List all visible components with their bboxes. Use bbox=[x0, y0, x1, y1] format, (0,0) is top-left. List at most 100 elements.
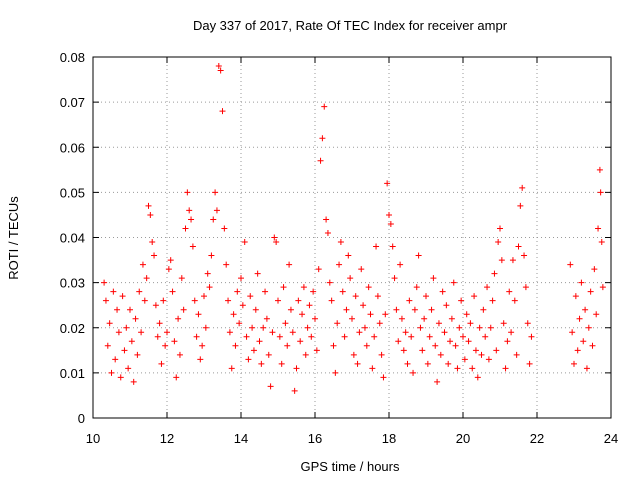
chart-title: Day 337 of 2017, Rate Of TEC Index for r… bbox=[193, 18, 508, 33]
data-point bbox=[291, 387, 298, 394]
data-point bbox=[415, 252, 422, 259]
data-point bbox=[360, 302, 367, 309]
data-point bbox=[595, 225, 602, 232]
data-point bbox=[208, 252, 215, 259]
data-point bbox=[149, 239, 156, 246]
data-point bbox=[252, 306, 259, 313]
data-point bbox=[188, 216, 195, 223]
data-point bbox=[189, 243, 196, 250]
data-point bbox=[391, 275, 398, 282]
data-point bbox=[352, 293, 359, 300]
data-point bbox=[354, 360, 361, 367]
data-point bbox=[528, 333, 535, 340]
data-point bbox=[378, 351, 385, 358]
data-point bbox=[128, 338, 135, 345]
data-point bbox=[178, 275, 185, 282]
data-point bbox=[280, 284, 287, 291]
data-point bbox=[447, 338, 454, 345]
x-tick-label: 18 bbox=[382, 431, 396, 446]
data-point bbox=[367, 311, 374, 318]
data-point bbox=[572, 293, 579, 300]
data-point bbox=[199, 342, 206, 349]
data-point bbox=[585, 324, 592, 331]
data-point bbox=[423, 293, 429, 300]
data-point bbox=[509, 257, 516, 264]
data-point bbox=[293, 365, 300, 372]
data-point bbox=[430, 275, 437, 282]
data-point bbox=[458, 297, 465, 304]
data-point bbox=[580, 338, 587, 345]
data-point bbox=[228, 365, 235, 372]
data-point bbox=[526, 360, 533, 367]
data-point bbox=[467, 320, 474, 327]
data-point bbox=[271, 234, 278, 241]
data-point bbox=[589, 342, 596, 349]
data-point bbox=[502, 365, 509, 372]
data-point bbox=[445, 360, 452, 367]
data-point bbox=[358, 266, 365, 273]
data-point bbox=[582, 306, 589, 313]
data-point bbox=[491, 270, 498, 277]
data-point bbox=[587, 288, 594, 295]
data-point bbox=[428, 306, 435, 313]
data-point bbox=[441, 329, 448, 336]
data-point bbox=[373, 243, 380, 250]
data-point bbox=[487, 324, 494, 331]
data-point bbox=[452, 342, 459, 349]
data-point bbox=[461, 356, 468, 363]
data-point bbox=[306, 302, 313, 309]
data-point bbox=[234, 288, 241, 295]
data-point bbox=[363, 342, 370, 349]
data-point bbox=[576, 315, 583, 322]
data-point bbox=[508, 329, 515, 336]
data-point bbox=[121, 347, 128, 354]
data-point bbox=[180, 306, 187, 313]
data-point bbox=[250, 347, 257, 354]
y-tick-label: 0.07 bbox=[60, 95, 85, 110]
data-point bbox=[493, 347, 500, 354]
data-point bbox=[324, 229, 331, 236]
data-point bbox=[500, 320, 507, 327]
data-point bbox=[119, 293, 126, 300]
y-tick-label: 0.04 bbox=[60, 231, 85, 246]
data-point bbox=[225, 297, 232, 304]
data-point bbox=[419, 347, 426, 354]
data-point bbox=[386, 211, 392, 218]
data-point bbox=[300, 284, 307, 291]
data-point bbox=[175, 315, 182, 322]
data-point bbox=[262, 288, 269, 295]
data-point bbox=[569, 329, 576, 336]
data-point bbox=[117, 374, 124, 381]
data-point bbox=[395, 338, 402, 345]
data-point bbox=[456, 324, 463, 331]
data-point bbox=[497, 225, 503, 232]
data-point bbox=[286, 261, 293, 268]
data-point bbox=[302, 351, 309, 358]
data-point bbox=[522, 284, 529, 291]
data-point bbox=[112, 356, 119, 363]
data-point bbox=[380, 374, 387, 381]
data-point bbox=[239, 302, 246, 309]
data-point bbox=[141, 297, 148, 304]
data-point bbox=[197, 356, 204, 363]
data-point bbox=[210, 216, 217, 223]
data-point bbox=[598, 239, 605, 246]
data-point bbox=[400, 347, 407, 354]
data-point bbox=[404, 360, 411, 367]
y-tick-label: 0.01 bbox=[60, 366, 85, 381]
data-point bbox=[158, 360, 165, 367]
data-point bbox=[101, 279, 108, 286]
data-point bbox=[413, 284, 420, 291]
data-point bbox=[106, 320, 113, 327]
y-axis-label: ROTI / TECUs bbox=[6, 196, 21, 280]
data-point bbox=[182, 225, 189, 232]
data-point bbox=[213, 207, 220, 214]
data-point bbox=[201, 293, 207, 300]
x-tick-label: 10 bbox=[86, 431, 100, 446]
data-point bbox=[164, 329, 170, 336]
data-point bbox=[223, 261, 230, 268]
data-point bbox=[402, 329, 409, 336]
data-point bbox=[326, 279, 333, 286]
x-tick-label: 12 bbox=[160, 431, 174, 446]
